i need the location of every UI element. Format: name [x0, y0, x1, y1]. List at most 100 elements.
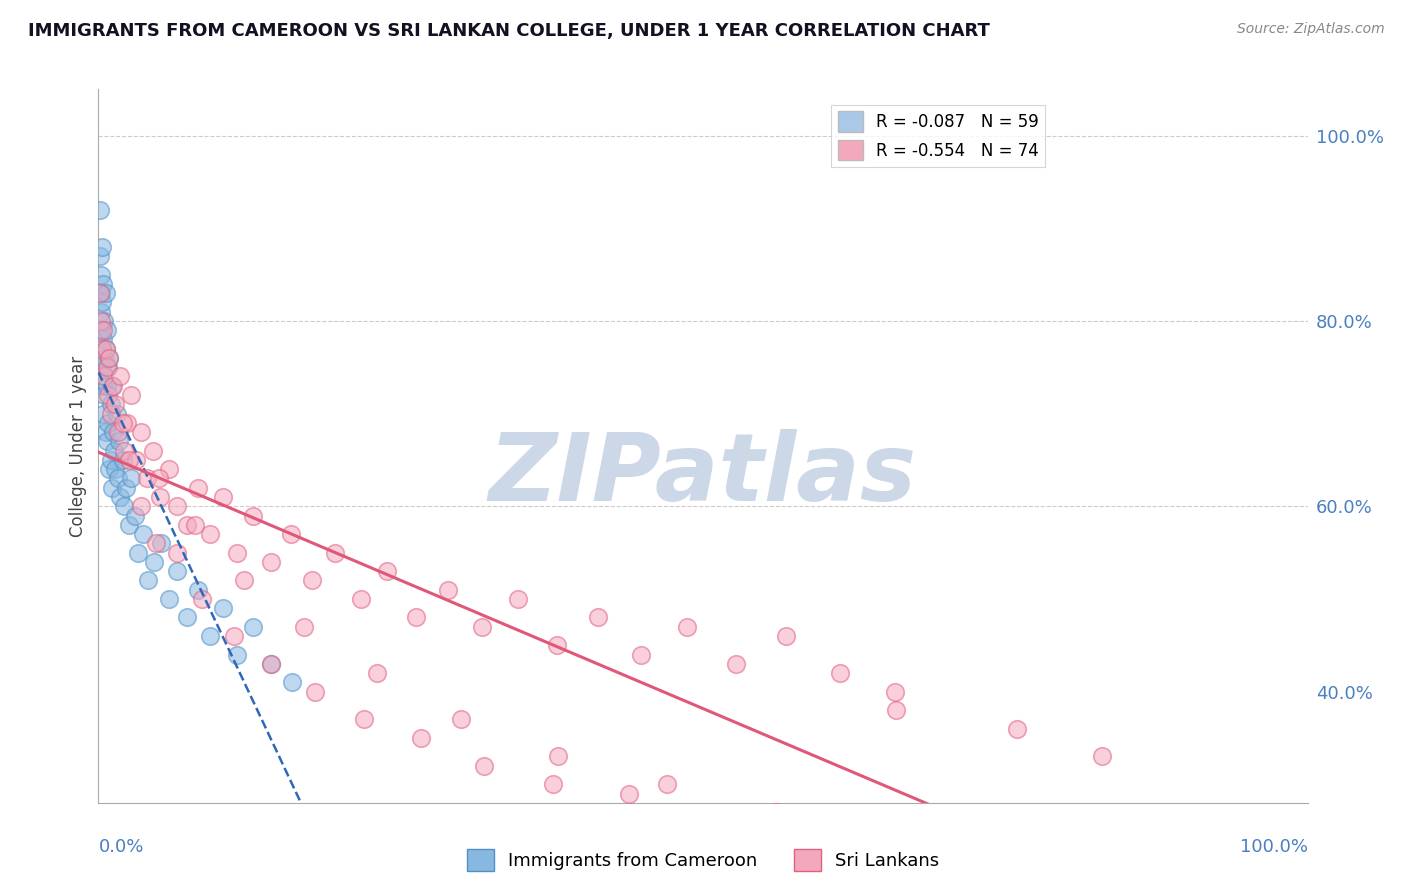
Point — [125, 453, 148, 467]
Point — [655, 777, 678, 791]
Point — [176, 517, 198, 532]
Point — [226, 648, 249, 662]
Point — [101, 425, 124, 439]
Point — [129, 500, 152, 514]
Point — [350, 591, 373, 606]
Point — [89, 286, 111, 301]
Point — [546, 638, 568, 652]
Point — [91, 407, 114, 421]
Point — [260, 657, 283, 671]
Point — [325, 545, 347, 559]
Point — [304, 684, 326, 698]
Point — [366, 666, 388, 681]
Point — [136, 574, 159, 588]
Point — [828, 666, 851, 681]
Point — [586, 610, 609, 624]
Point — [292, 620, 315, 634]
Point — [93, 351, 115, 365]
Point — [96, 434, 118, 449]
Point — [90, 314, 112, 328]
Point — [148, 471, 170, 485]
Point — [107, 425, 129, 439]
Point — [184, 517, 207, 532]
Point — [118, 453, 141, 467]
Point — [105, 407, 128, 421]
Point — [630, 648, 652, 662]
Point — [111, 453, 134, 467]
Point — [108, 434, 131, 449]
Point — [93, 314, 115, 328]
Text: 0.0%: 0.0% — [98, 838, 143, 856]
Point — [377, 564, 399, 578]
Point — [97, 388, 120, 402]
Point — [103, 443, 125, 458]
Point — [142, 443, 165, 458]
Point — [93, 388, 115, 402]
Point — [166, 545, 188, 559]
Point — [97, 360, 120, 375]
Point — [118, 517, 141, 532]
Point — [150, 536, 173, 550]
Point — [120, 471, 142, 485]
Point — [96, 323, 118, 337]
Point — [232, 574, 254, 588]
Point — [260, 555, 283, 569]
Point — [242, 620, 264, 634]
Point — [281, 675, 304, 690]
Point — [222, 629, 245, 643]
Point — [115, 481, 138, 495]
Point — [1091, 749, 1114, 764]
Point — [89, 249, 111, 263]
Point — [765, 805, 787, 819]
Point — [301, 574, 323, 588]
Point — [884, 684, 907, 698]
Point — [471, 620, 494, 634]
Point — [104, 397, 127, 411]
Point — [157, 591, 180, 606]
Point — [198, 629, 221, 643]
Point — [90, 286, 112, 301]
Point — [437, 582, 460, 597]
Point — [91, 342, 114, 356]
Point — [98, 351, 121, 365]
Point — [1007, 722, 1029, 736]
Point — [260, 657, 283, 671]
Text: Source: ZipAtlas.com: Source: ZipAtlas.com — [1237, 22, 1385, 37]
Point — [97, 416, 120, 430]
Point — [124, 508, 146, 523]
Legend: R = -0.087   N = 59, R = -0.554   N = 74: R = -0.087 N = 59, R = -0.554 N = 74 — [831, 104, 1045, 167]
Point — [91, 342, 114, 356]
Point — [98, 351, 121, 365]
Point — [353, 712, 375, 726]
Text: ZIPatlas: ZIPatlas — [489, 428, 917, 521]
Point — [91, 323, 114, 337]
Point — [91, 240, 114, 254]
Point — [112, 500, 135, 514]
Point — [91, 295, 114, 310]
Point — [127, 545, 149, 559]
Point — [619, 787, 641, 801]
Point — [143, 555, 166, 569]
Y-axis label: College, Under 1 year: College, Under 1 year — [69, 355, 87, 537]
Point — [166, 500, 188, 514]
Point — [100, 453, 122, 467]
Point — [94, 286, 117, 301]
Point — [886, 703, 908, 717]
Point — [96, 378, 118, 392]
Point — [100, 407, 122, 421]
Point — [91, 277, 114, 291]
Point — [89, 202, 111, 217]
Point — [775, 629, 797, 643]
Point — [112, 443, 135, 458]
Point — [191, 591, 214, 606]
Point — [145, 536, 167, 550]
Point — [90, 304, 112, 318]
Point — [176, 610, 198, 624]
Point — [111, 416, 134, 430]
Point — [187, 481, 209, 495]
Point — [120, 388, 142, 402]
Point — [94, 342, 117, 356]
Point — [226, 545, 249, 559]
Point — [157, 462, 180, 476]
Point — [96, 360, 118, 375]
